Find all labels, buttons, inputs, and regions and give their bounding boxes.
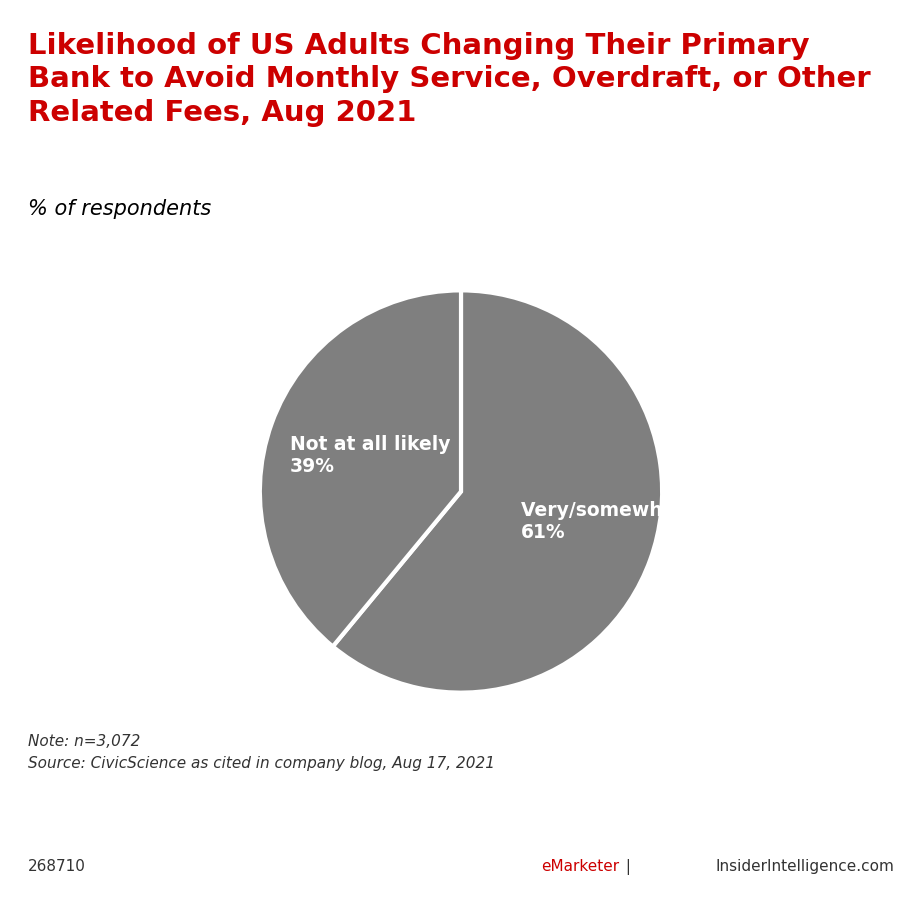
Text: Likelihood of US Adults Changing Their Primary
Bank to Avoid Monthly Service, Ov: Likelihood of US Adults Changing Their P… bbox=[28, 32, 870, 127]
Text: Very/somewhat likely
61%: Very/somewhat likely 61% bbox=[521, 501, 748, 542]
Text: eMarketer: eMarketer bbox=[541, 859, 620, 874]
Text: |: | bbox=[621, 859, 636, 875]
Text: 268710: 268710 bbox=[28, 859, 86, 874]
Text: % of respondents: % of respondents bbox=[28, 199, 211, 219]
Wedge shape bbox=[260, 290, 461, 647]
Wedge shape bbox=[333, 290, 662, 692]
Text: Not at all likely
39%: Not at all likely 39% bbox=[290, 435, 451, 476]
Text: InsiderIntelligence.com: InsiderIntelligence.com bbox=[715, 859, 894, 874]
Text: Note: n=3,072
Source: CivicScience as cited in company blog, Aug 17, 2021: Note: n=3,072 Source: CivicScience as ci… bbox=[28, 734, 495, 771]
